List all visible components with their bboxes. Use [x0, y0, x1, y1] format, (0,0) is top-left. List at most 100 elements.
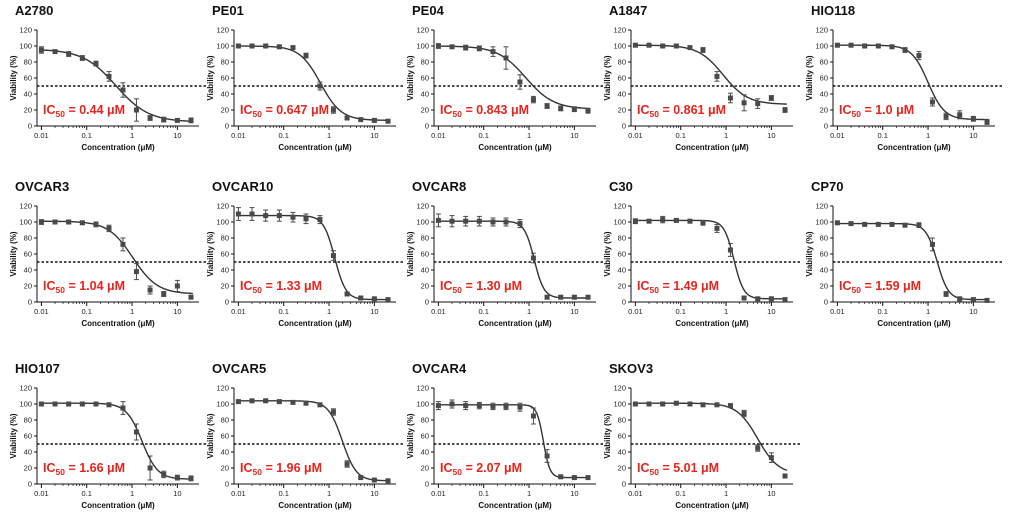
- y-tick-label: 80: [221, 58, 229, 67]
- data-point: [585, 294, 591, 300]
- x-axis-label: Concentration (μM): [478, 501, 552, 510]
- data-point: [517, 221, 523, 227]
- y-tick-label: 20: [24, 106, 32, 115]
- y-tick-label: 100: [613, 218, 626, 227]
- data-point: [52, 49, 58, 55]
- data-point: [476, 218, 482, 224]
- y-tick-label: 0: [824, 298, 828, 307]
- data-point: [290, 214, 296, 220]
- data-point: [558, 474, 564, 480]
- data-point: [646, 42, 652, 48]
- y-tick-label: 100: [613, 42, 626, 51]
- y-tick-label: 120: [815, 26, 828, 35]
- x-axis-label: Concentration (μM): [81, 501, 155, 510]
- data-point: [147, 465, 153, 471]
- y-axis-label: Viability (%): [406, 55, 415, 101]
- data-point: [371, 117, 377, 123]
- x-axis-label: Concentration (μM): [278, 143, 352, 152]
- y-tick-label: 120: [19, 202, 32, 211]
- y-tick-label: 120: [416, 384, 429, 393]
- y-tick-label: 40: [24, 266, 32, 275]
- x-tick-label: 1: [327, 131, 331, 140]
- data-point: [558, 294, 564, 300]
- y-tick-label: 40: [221, 266, 229, 275]
- y-tick-label: 60: [618, 250, 626, 259]
- y-axis-label: Viability (%): [805, 231, 814, 277]
- data-point: [585, 108, 591, 114]
- y-tick-label: 0: [28, 298, 32, 307]
- panel-title: OVCAR4: [412, 361, 467, 376]
- y-tick-label: 20: [618, 106, 626, 115]
- data-point: [276, 399, 282, 405]
- y-tick-label: 40: [421, 90, 429, 99]
- data-point: [290, 45, 296, 51]
- y-tick-label: 20: [618, 464, 626, 473]
- ic50-label: IC50 = 0.861 μM: [637, 103, 726, 119]
- data-point: [93, 61, 99, 67]
- data-point: [943, 291, 949, 297]
- data-point: [188, 294, 194, 300]
- x-tick-label: 10: [173, 131, 181, 140]
- data-point: [344, 291, 350, 297]
- x-tick-label: 1: [724, 131, 728, 140]
- panel-title: PE01: [212, 3, 244, 18]
- x-axis-label: Concentration (μM): [81, 143, 155, 152]
- ic50-label: IC50 = 1.96 μM: [240, 461, 322, 477]
- x-axis-label: Concentration (μM): [81, 319, 155, 328]
- panel-ovcar3: OVCAR3 0 20 40 60 80 100 120 0.01 0.1 1 10 Concentra…: [9, 179, 207, 328]
- panel-title: SKOV3: [609, 361, 653, 376]
- data-point: [646, 401, 652, 407]
- data-point: [834, 220, 840, 226]
- data-point: [687, 45, 693, 51]
- data-point: [79, 401, 85, 407]
- data-point: [889, 44, 895, 50]
- data-point: [106, 402, 112, 408]
- data-point: [263, 398, 269, 404]
- data-point: [303, 216, 309, 222]
- data-point: [755, 101, 761, 107]
- y-tick-label: 60: [221, 250, 229, 259]
- x-tick-label: 10: [570, 307, 578, 316]
- panel-ovcar4: OVCAR4 0 20 40 60 80 100 120 0.01 0.1 1 10 Concentra…: [406, 361, 604, 510]
- data-point: [235, 43, 241, 49]
- data-point: [673, 217, 679, 223]
- y-tick-label: 40: [618, 448, 626, 457]
- x-tick-label: 0.1: [279, 307, 289, 316]
- y-axis-label: Viability (%): [206, 55, 215, 101]
- data-point: [687, 401, 693, 407]
- data-point: [93, 401, 99, 407]
- x-tick-label: 0.1: [878, 131, 888, 140]
- x-tick-label: 10: [570, 489, 578, 498]
- y-tick-label: 80: [421, 416, 429, 425]
- data-point: [385, 297, 391, 303]
- data-point: [632, 401, 638, 407]
- data-point: [133, 429, 139, 435]
- x-axis-label: Concentration (μM): [675, 143, 749, 152]
- data-point: [235, 211, 241, 217]
- x-tick-label: 0.1: [479, 131, 489, 140]
- data-point: [902, 222, 908, 228]
- data-point: [848, 221, 854, 227]
- x-tick-label: 0.01: [34, 307, 49, 316]
- data-point: [330, 107, 336, 113]
- data-point: [782, 473, 788, 479]
- y-tick-label: 120: [216, 202, 229, 211]
- panel-title: OVCAR5: [212, 361, 266, 376]
- data-point: [741, 295, 747, 301]
- x-tick-label: 0.01: [830, 307, 845, 316]
- panel-ovcar10: OVCAR10 0 20 40 60 80 100 120 0.01 0.1 1 10 Concentr…: [206, 179, 404, 328]
- y-tick-label: 0: [225, 122, 229, 131]
- panel-skov3: SKOV3 0 20 40 60 80 100 120 0.01 0.1 1 10 Concentrat…: [603, 361, 801, 510]
- data-point: [317, 83, 323, 89]
- y-tick-label: 60: [421, 74, 429, 83]
- y-axis-label: Viability (%): [603, 413, 612, 459]
- x-tick-label: 0.1: [82, 131, 92, 140]
- data-point: [303, 400, 309, 406]
- x-axis-label: Concentration (μM): [478, 319, 552, 328]
- data-point: [38, 47, 44, 53]
- y-tick-label: 120: [416, 26, 429, 35]
- ic50-label: IC50 = 1.33 μM: [240, 279, 322, 295]
- x-tick-label: 10: [370, 489, 378, 498]
- data-point: [517, 79, 523, 85]
- data-point: [530, 255, 536, 261]
